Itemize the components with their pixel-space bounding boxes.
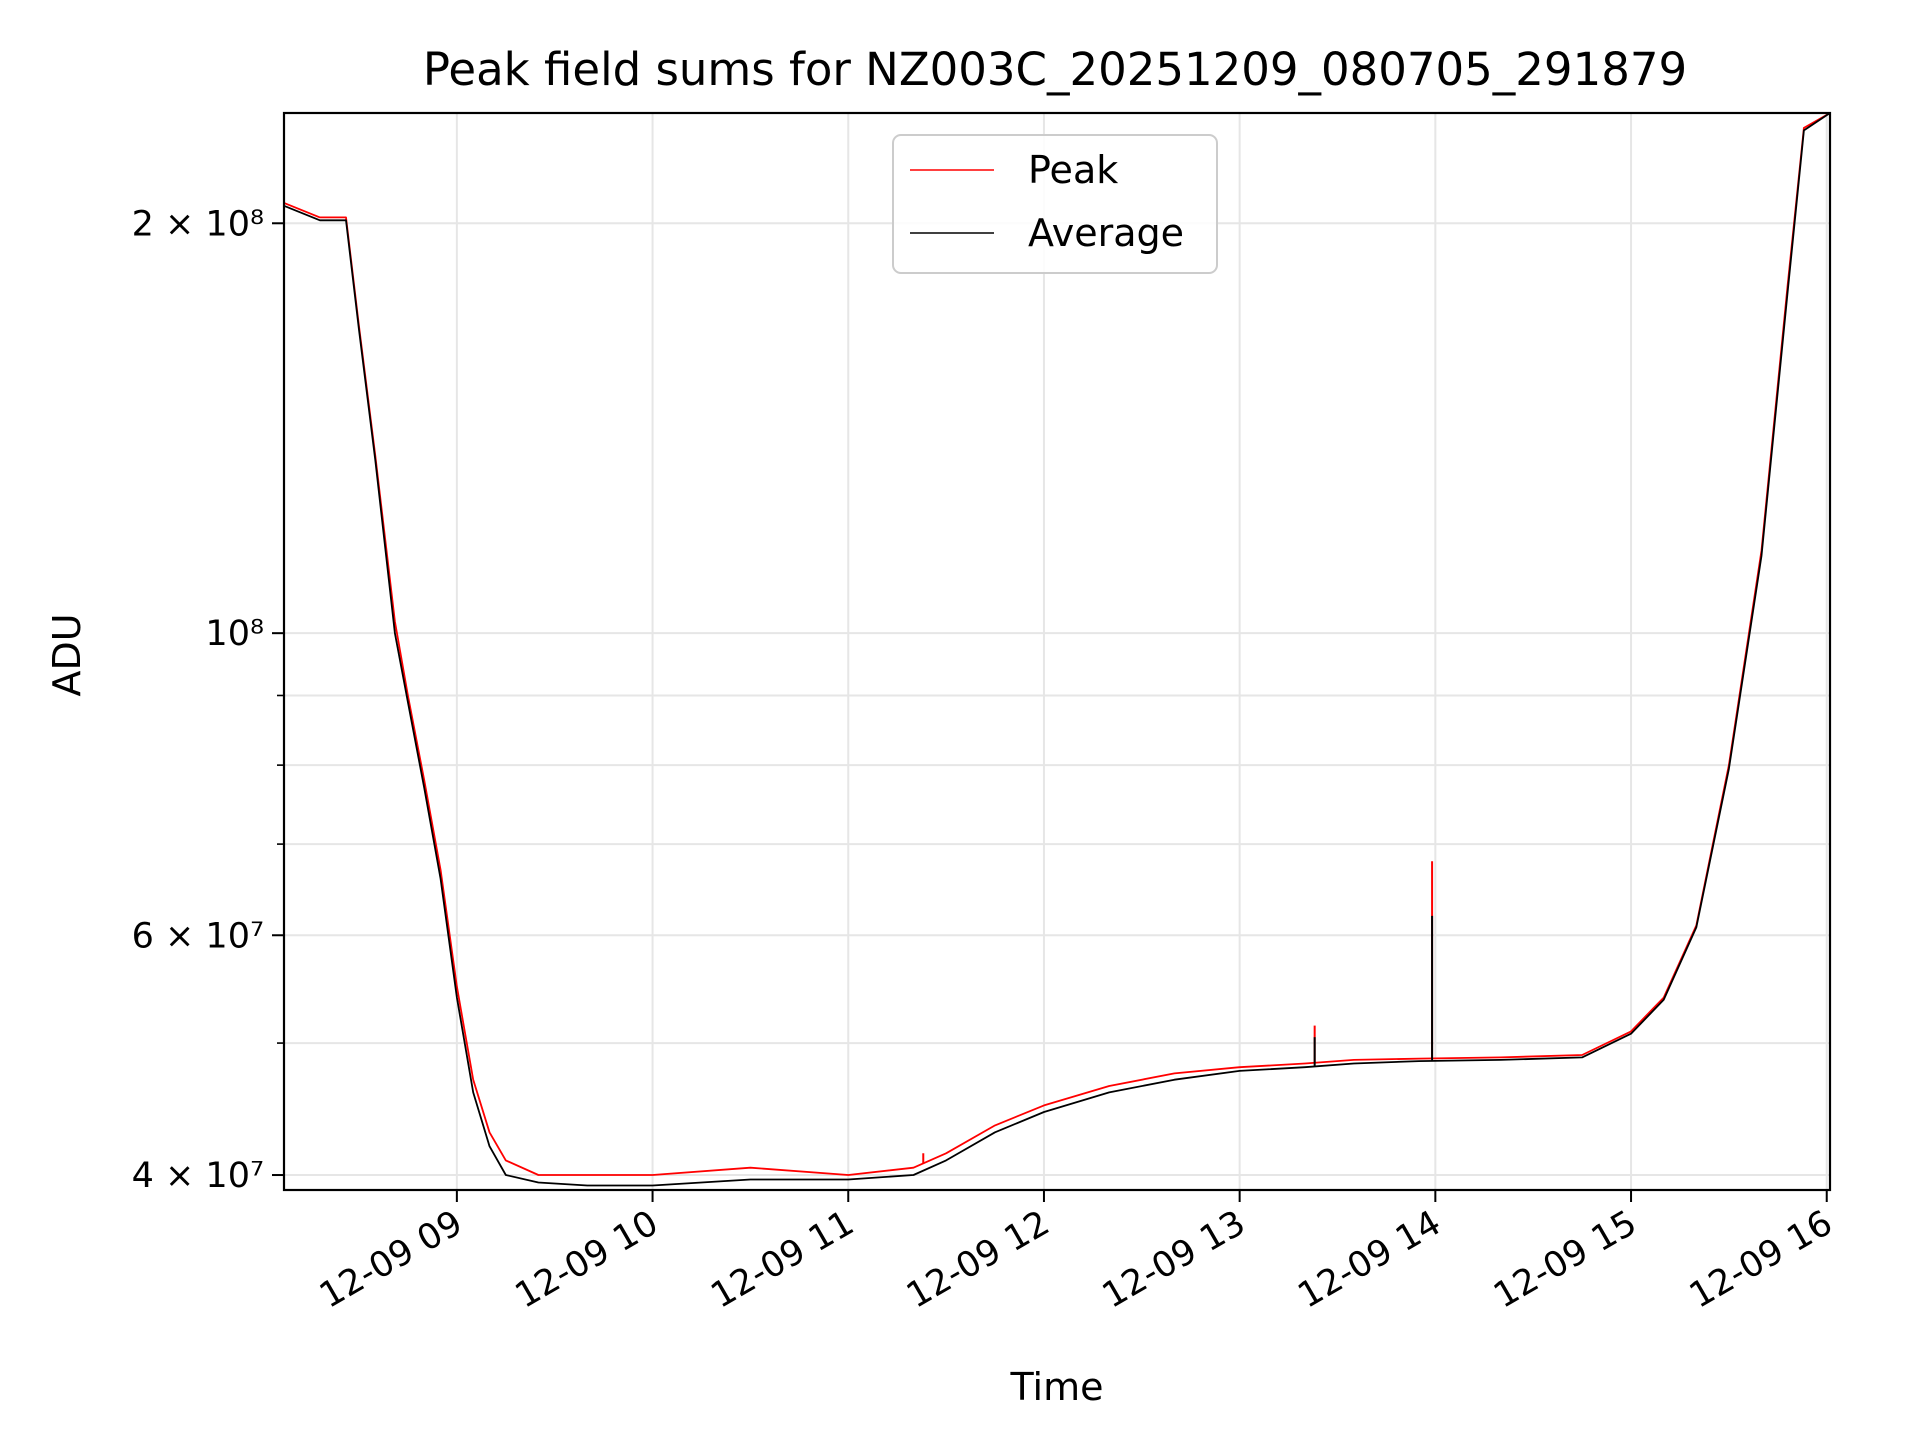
legend: Peak Average	[892, 134, 1218, 274]
series-layer	[283, 112, 1831, 1187]
y-tick-label: 6 × 10⁷	[132, 916, 264, 956]
legend-label-average: Average	[1028, 211, 1184, 255]
y-axis-label: ADU	[45, 613, 89, 696]
x-axis-label: Time	[1010, 1365, 1104, 1409]
y-tick-label: 10⁸	[205, 614, 264, 654]
plot-frame	[282, 111, 1832, 1192]
y-tick-label: 2 × 10⁸	[132, 204, 264, 244]
chart-title: Peak field sums for NZ003C_20251209_0807…	[423, 43, 1687, 96]
series-line-peak	[283, 112, 1831, 1176]
legend-label-peak: Peak	[1028, 148, 1118, 192]
y-tick-label: 4 × 10⁷	[132, 1156, 264, 1196]
series-line-average	[283, 112, 1831, 1187]
